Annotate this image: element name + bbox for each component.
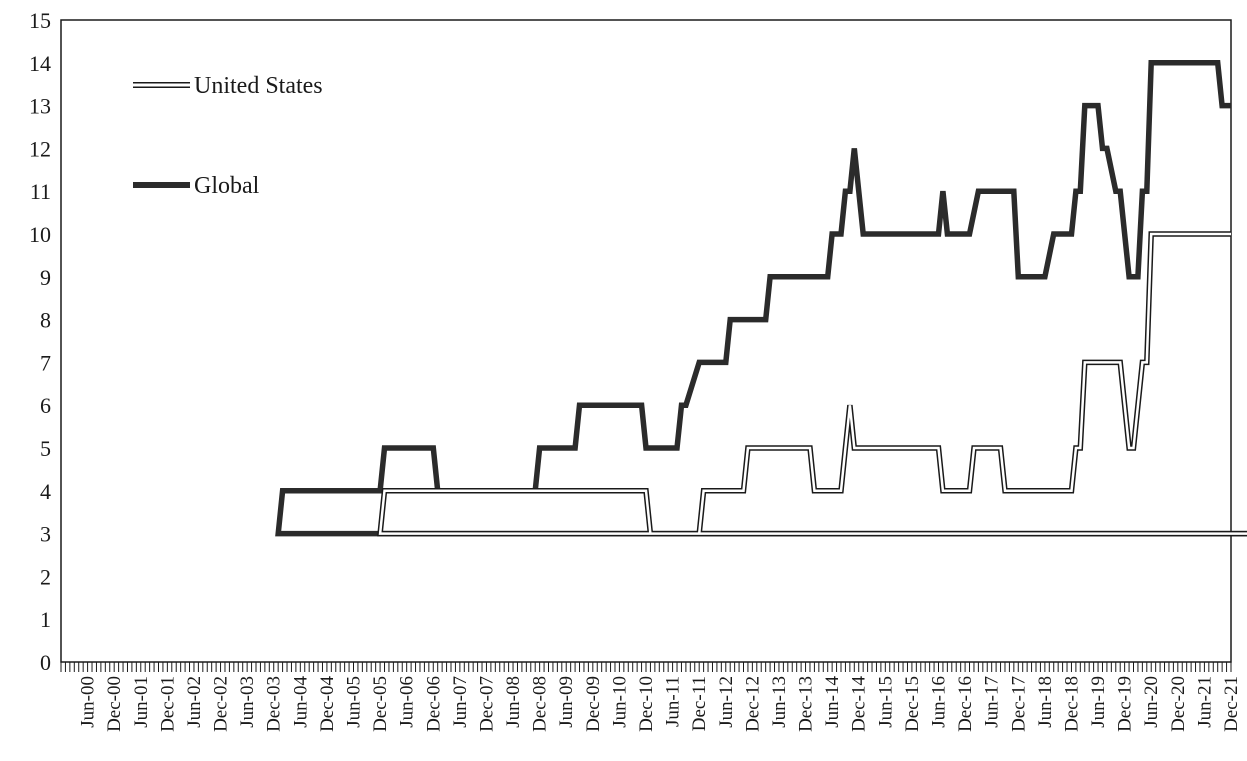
x-tick-label: Dec-19 <box>1115 676 1136 732</box>
y-tick-label: 0 <box>40 650 51 675</box>
x-tick-label: Dec-09 <box>583 676 604 732</box>
x-tick-label: Dec-11 <box>689 676 710 731</box>
x-axis: Dec-99Jun-00Dec-00Jun-01Dec-01Jun-02Dec-… <box>60 662 1242 732</box>
y-tick-label: 13 <box>29 94 51 119</box>
x-tick-label: Dec-04 <box>317 676 338 732</box>
legend-label-united-states: United States <box>194 73 323 99</box>
y-tick-label: 14 <box>29 51 51 76</box>
x-tick-label: Dec-08 <box>530 676 551 732</box>
x-tick-label: Jun-13 <box>769 676 790 728</box>
x-tick-label: Jun-07 <box>450 676 471 728</box>
x-tick-label: Jun-10 <box>609 676 630 728</box>
x-tick-label: Jun-17 <box>982 676 1003 728</box>
x-tick-label: Dec-14 <box>849 676 870 732</box>
x-tick-label: Dec-20 <box>1168 676 1189 732</box>
y-tick-label: 11 <box>30 179 51 204</box>
x-tick-label: Dec-12 <box>742 676 763 732</box>
y-tick-label: 12 <box>29 136 51 161</box>
series-line-united-states-inner <box>378 232 1247 535</box>
x-tick-label: Dec-06 <box>423 676 444 732</box>
x-tick-label: Jun-21 <box>1194 676 1215 728</box>
series-layer <box>275 60 1247 537</box>
x-tick-label: Jun-09 <box>556 676 577 728</box>
legend-item-united-states: United States <box>133 73 323 99</box>
x-tick-label: Dec-05 <box>370 676 391 732</box>
y-tick-label: 9 <box>40 265 51 290</box>
x-tick-label: Jun-20 <box>1141 676 1162 728</box>
legend-item-global: Global <box>133 173 260 199</box>
x-tick-label: Jun-04 <box>290 676 311 728</box>
x-tick-label: Jun-12 <box>716 676 737 728</box>
y-tick-label: 7 <box>40 350 51 375</box>
y-tick-label: 10 <box>29 222 51 247</box>
series-line-global <box>275 60 1247 537</box>
x-tick-label: Jun-16 <box>929 676 950 728</box>
x-tick-label: Dec-13 <box>796 676 817 732</box>
x-tick-label: Dec-21 <box>1221 676 1242 732</box>
legend-label-global: Global <box>194 173 260 199</box>
x-tick-label: Jun-19 <box>1088 676 1109 728</box>
x-tick-label: Dec-18 <box>1061 676 1082 732</box>
y-tick-label: 3 <box>40 522 51 547</box>
y-tick-label: 5 <box>40 436 51 461</box>
y-tick-label: 4 <box>40 479 51 504</box>
x-tick-label: Jun-03 <box>237 676 258 728</box>
x-tick-label: Jun-02 <box>184 676 205 728</box>
y-tick-label: 1 <box>40 607 51 632</box>
x-tick-label: Dec-15 <box>902 676 923 732</box>
x-tick-label: Jun-05 <box>344 676 365 728</box>
x-tick-label: Dec-10 <box>636 676 657 732</box>
x-tick-label: Jun-06 <box>397 676 418 728</box>
x-tick-label: Jun-00 <box>78 676 99 728</box>
y-tick-label: 8 <box>40 308 51 333</box>
x-tick-label: Dec-17 <box>1008 676 1029 732</box>
x-tick-label: Jun-08 <box>503 676 524 728</box>
y-tick-label: 6 <box>40 393 51 418</box>
x-tick-label: Dec-00 <box>104 676 125 732</box>
x-tick-label: Dec-02 <box>211 676 232 732</box>
plot-frame <box>60 19 1232 663</box>
x-tick-label: Dec-07 <box>476 676 497 732</box>
x-tick-label: Dec-01 <box>157 676 178 732</box>
x-tick-label: Jun-11 <box>663 676 684 727</box>
x-tick-label: Jun-14 <box>822 676 843 728</box>
x-tick-label: Jun-01 <box>131 676 152 728</box>
y-tick-label: 15 <box>29 8 51 33</box>
x-tick-label: Jun-18 <box>1035 676 1056 728</box>
y-tick-label: 2 <box>40 564 51 589</box>
x-tick-label: Jun-15 <box>875 676 896 728</box>
x-tick-label: Dec-16 <box>955 676 976 732</box>
x-tick-label: Dec-03 <box>264 676 285 732</box>
legend: United States Global <box>133 73 323 199</box>
